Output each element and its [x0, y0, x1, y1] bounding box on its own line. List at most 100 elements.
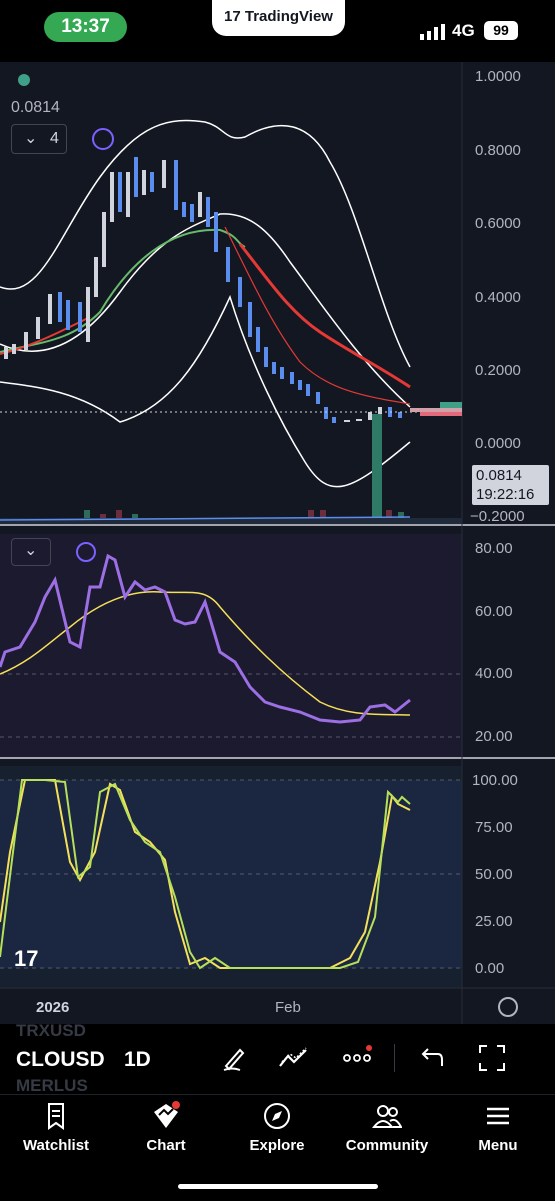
candle[interactable]	[378, 407, 382, 415]
replay-icon[interactable]	[92, 128, 114, 150]
indicators-icon[interactable]	[278, 1044, 310, 1072]
candle[interactable]	[206, 197, 210, 227]
bollinger-upper[interactable]	[0, 119, 411, 368]
stoch-d-line[interactable]	[0, 779, 411, 969]
candle[interactable]	[226, 247, 230, 282]
more-icon[interactable]	[342, 1044, 374, 1072]
candlesticks[interactable]	[4, 157, 402, 423]
candle[interactable]	[58, 292, 62, 322]
nav-item-community[interactable]: Community	[337, 1095, 437, 1175]
indicator-count: 4	[50, 130, 59, 147]
chart-settings-icon[interactable]	[498, 997, 518, 1017]
candle[interactable]	[324, 407, 328, 419]
undo-icon[interactable]	[418, 1044, 444, 1072]
rsi-axis-tick: 80.00	[475, 540, 513, 557]
candle[interactable]	[24, 332, 28, 350]
indicators-toggle[interactable]: ⌄ 4	[11, 124, 67, 154]
candle[interactable]	[398, 412, 402, 418]
stoch-axis-tick: 25.00	[475, 913, 513, 930]
nav-item-explore[interactable]: Explore	[227, 1095, 327, 1175]
rsi-collapse-button[interactable]: ⌄	[11, 538, 51, 566]
candle[interactable]	[344, 420, 350, 422]
chart-canvas[interactable]	[0, 62, 555, 1024]
stoch-axis-tick: 50.00	[475, 866, 513, 883]
candle[interactable]	[198, 192, 202, 217]
brush-icon[interactable]	[220, 1044, 248, 1072]
rsi-axis-tick: 20.00	[475, 728, 513, 745]
time-axis-label: Feb	[275, 999, 301, 1016]
candle[interactable]	[332, 417, 336, 423]
candle[interactable]	[102, 212, 106, 267]
nav-item-chart[interactable]: Chart	[116, 1095, 216, 1175]
candle[interactable]	[142, 170, 146, 195]
candle[interactable]	[48, 294, 52, 324]
candle[interactable]	[356, 419, 362, 421]
symbol-button[interactable]: CLOUSD	[16, 1048, 105, 1071]
interval-button[interactable]: 1D	[124, 1048, 151, 1071]
candle[interactable]	[316, 392, 320, 404]
candle[interactable]	[150, 172, 154, 192]
candle[interactable]	[12, 344, 16, 354]
chart-area[interactable]: 0.0814 ⌄ 4 ⌄ 1.0000 0.8000 0.6000 0.4000…	[0, 62, 555, 1024]
candle[interactable]	[36, 317, 40, 339]
hamburger-icon	[487, 1107, 509, 1125]
candle[interactable]	[272, 362, 276, 374]
stoch-k-line[interactable]	[0, 779, 411, 970]
chevron-down-icon: ⌄	[24, 130, 38, 147]
rsi-pane	[0, 534, 462, 758]
home-indicator[interactable]	[178, 1184, 378, 1189]
candle[interactable]	[256, 327, 260, 352]
price-axis-tick: 0.4000	[475, 289, 521, 306]
bollinger-basis[interactable]	[0, 213, 411, 408]
candle[interactable]	[86, 287, 90, 342]
candle[interactable]	[248, 302, 252, 337]
bollinger-lower[interactable]	[0, 294, 411, 488]
candle[interactable]	[190, 204, 194, 222]
candle[interactable]	[306, 384, 310, 396]
candle[interactable]	[298, 380, 302, 390]
candle[interactable]	[4, 347, 8, 359]
tradingview-logo-icon: 17	[224, 8, 245, 25]
price-axis-tick: 0.6000	[475, 215, 521, 232]
chart-icon	[154, 1101, 180, 1128]
live-dot-icon	[18, 74, 30, 86]
candle[interactable]	[78, 302, 82, 332]
candle[interactable]	[134, 157, 138, 197]
nav-item-watchlist[interactable]: Watchlist	[6, 1095, 106, 1175]
volume-profile	[410, 402, 462, 416]
candle[interactable]	[66, 300, 70, 330]
candle[interactable]	[290, 372, 294, 384]
ema-red-thick[interactable]	[238, 243, 411, 389]
candle[interactable]	[118, 172, 122, 212]
fullscreen-icon[interactable]	[478, 1044, 506, 1072]
candle[interactable]	[238, 277, 242, 307]
candle[interactable]	[174, 160, 178, 210]
price-axis-tick: −0.2000	[470, 508, 525, 525]
chart-toolbar: TRXUSD CLOUSD MERLUS 1D	[0, 1021, 555, 1095]
nav-item-menu[interactable]: Menu	[448, 1095, 548, 1175]
candle[interactable]	[126, 172, 130, 217]
stoch-axis-tick: 75.00	[475, 819, 513, 836]
candle[interactable]	[110, 172, 114, 222]
ema-red-thin[interactable]	[224, 226, 411, 405]
candle[interactable]	[214, 212, 218, 252]
rsi-axis-tick: 60.00	[475, 603, 513, 620]
candle[interactable]	[264, 347, 268, 367]
nav-item-label: Community	[345, 1137, 429, 1154]
time-axis-label: 2026	[36, 999, 70, 1016]
rsi-axis-tick: 40.00	[475, 665, 513, 682]
price-axis-tick: 0.8000	[475, 142, 521, 159]
candle[interactable]	[182, 202, 186, 217]
ma-green[interactable]	[0, 228, 246, 353]
app-banner[interactable]: 17 TradingView	[212, 0, 345, 36]
nav-item-label: Explore	[249, 1137, 305, 1154]
tradingview-watermark-icon: 17	[14, 946, 39, 971]
price-axis-tick: 1.0000	[475, 68, 521, 85]
replay-icon[interactable]	[76, 542, 96, 562]
candle[interactable]	[368, 412, 372, 420]
rsi-line[interactable]	[0, 553, 411, 724]
candle[interactable]	[162, 160, 166, 188]
current-price-label: 0.0814 19:22:16	[472, 465, 549, 505]
candle[interactable]	[94, 257, 98, 297]
candle[interactable]	[280, 367, 284, 379]
